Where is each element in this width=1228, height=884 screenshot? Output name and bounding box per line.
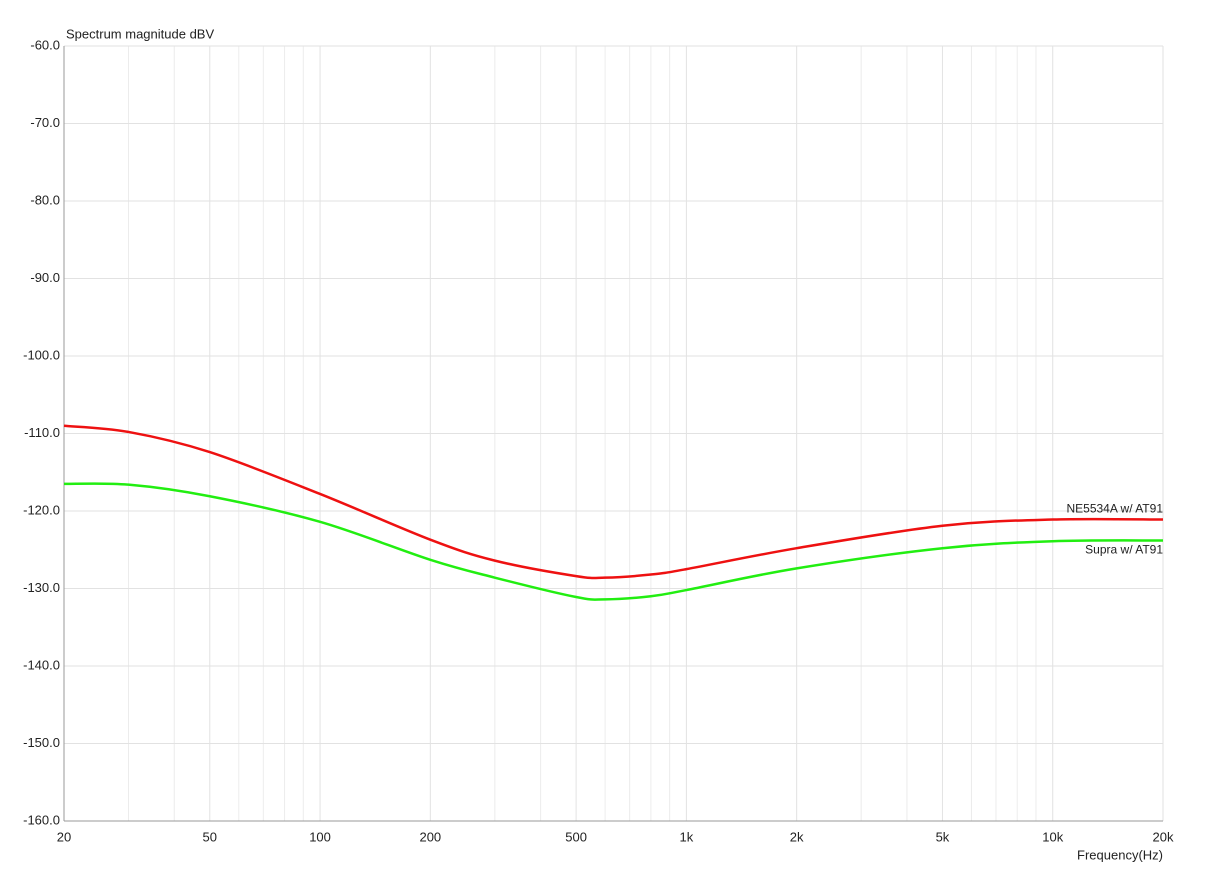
x-tick-label: 5k [936, 829, 950, 844]
x-tick-label: 50 [203, 829, 217, 844]
y-tick-label: -80.0 [30, 192, 60, 207]
y-tick-label: -90.0 [30, 270, 60, 285]
x-tick-label: 500 [565, 829, 587, 844]
y-tick-label: -120.0 [23, 502, 60, 517]
x-tick-label: 100 [309, 829, 331, 844]
series-line [63, 482, 1164, 601]
y-tick-label: -100.0 [23, 347, 60, 362]
y-tick-label: -60.0 [30, 37, 60, 52]
x-tick-label: 20 [57, 829, 71, 844]
series-label: Supra w/ AT91 [1085, 543, 1163, 557]
x-tick-label: 20k [1153, 829, 1174, 844]
x-tick-label: 10k [1042, 829, 1063, 844]
chart-title: Spectrum magnitude dBV [66, 26, 214, 41]
y-tick-label: -110.0 [24, 425, 60, 440]
x-tick-label: 2k [790, 829, 804, 844]
x-tick-label: 200 [419, 829, 441, 844]
y-tick-label: -140.0 [23, 657, 60, 672]
series-label: NE5534A w/ AT91 [1066, 502, 1163, 516]
y-tick-label: -70.0 [30, 115, 60, 130]
y-tick-label: -160.0 [23, 812, 60, 827]
series-line [63, 424, 1164, 580]
x-axis-label: Frequency(Hz) [1077, 847, 1163, 862]
x-tick-label: 1k [680, 829, 694, 844]
y-tick-label: -150.0 [23, 735, 60, 750]
y-tick-label: -130.0 [23, 580, 60, 595]
